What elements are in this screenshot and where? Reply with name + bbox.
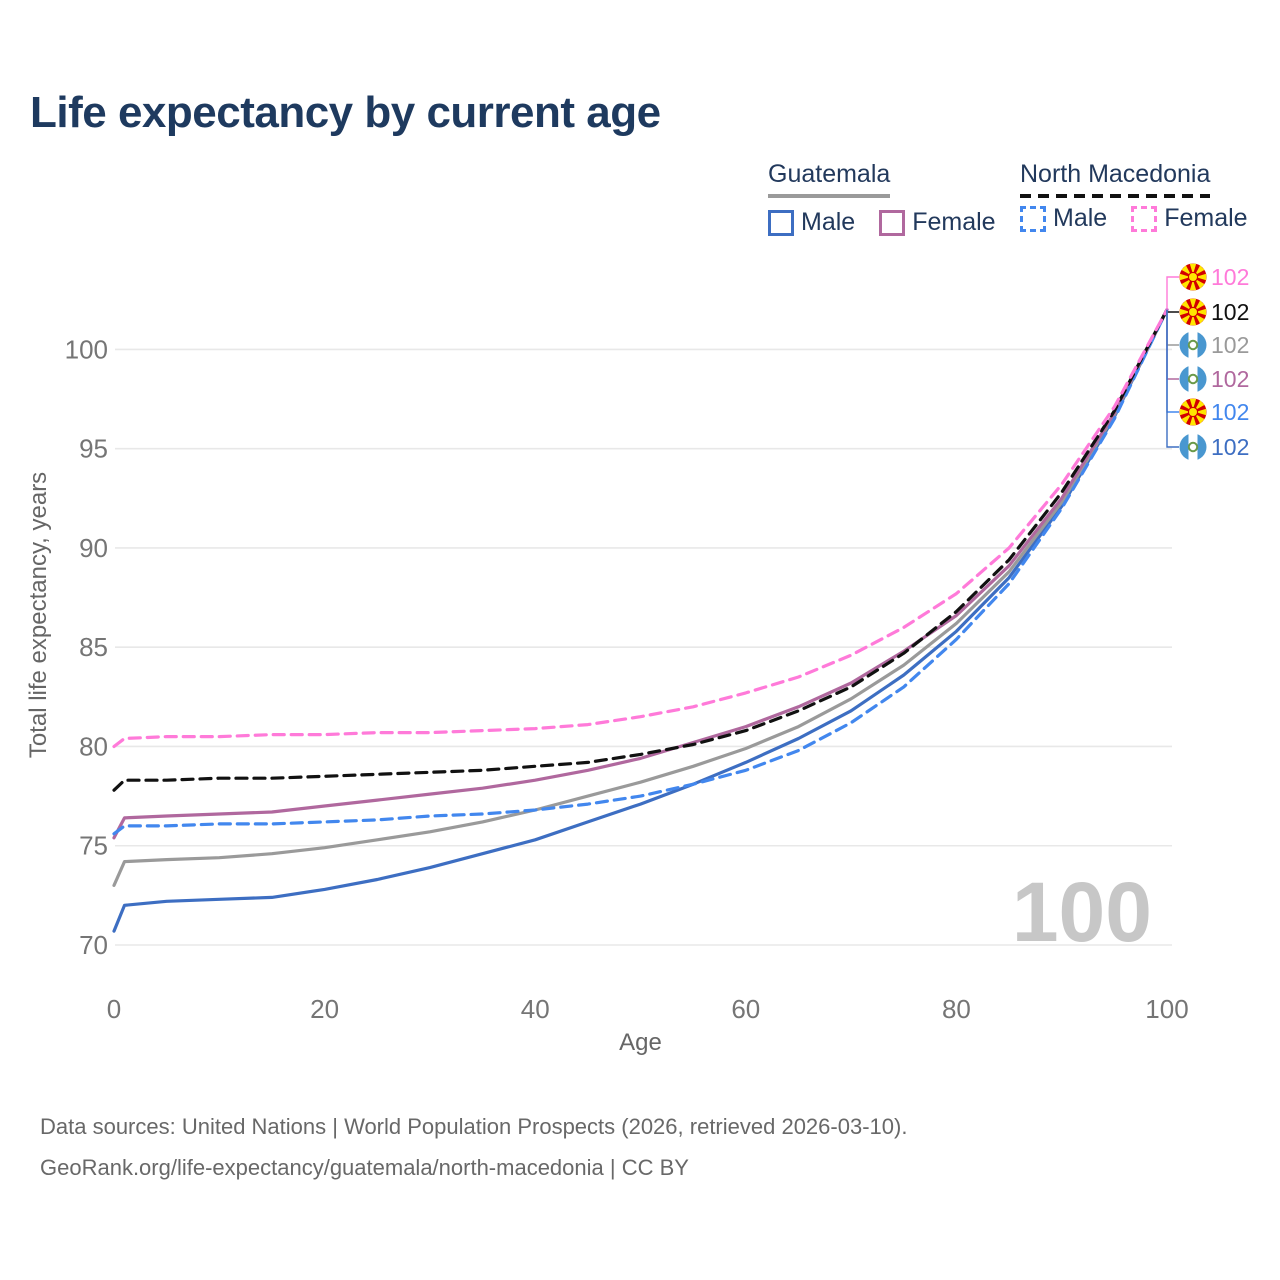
legend-country-label: Guatemala xyxy=(768,160,891,198)
y-tick-label: 70 xyxy=(79,930,108,960)
x-tick-label: 80 xyxy=(942,994,971,1024)
x-tick-label: 60 xyxy=(731,994,760,1024)
legend-swatch-male xyxy=(1020,205,1046,232)
legend-item-label: Female xyxy=(1164,204,1248,232)
end-label-leader-north-macedonia-female xyxy=(1166,276,1179,310)
y-axis-title: Total life expectancy, years xyxy=(25,472,52,758)
flag-icon-north-macedonia xyxy=(1179,263,1207,291)
end-label-value-north-macedonia: 102 xyxy=(1211,299,1249,325)
y-tick-label: 80 xyxy=(79,731,108,761)
end-label-value-guatemala: 102 xyxy=(1211,332,1249,358)
end-label-leader-guatemala-male xyxy=(1166,309,1179,448)
flag-icon-guatemala xyxy=(1179,365,1207,393)
series-line-north-macedonia-male xyxy=(112,308,1169,836)
y-tick-label: 85 xyxy=(79,632,108,662)
end-label-value-north-macedonia-male: 102 xyxy=(1211,399,1249,425)
legend-item-north-macedonia-male[interactable]: Male xyxy=(1020,204,1107,233)
x-tick-label: 40 xyxy=(521,994,550,1024)
legend-country-label: North Macedonia xyxy=(1020,160,1211,198)
end-label-leader-guatemala xyxy=(1166,309,1179,346)
x-axis-title: Age xyxy=(619,1029,662,1056)
series-line-guatemala-male xyxy=(112,308,1169,933)
end-label-leader-north-macedonia-male xyxy=(1166,309,1179,413)
legend-item-guatemala-male[interactable]: Male xyxy=(768,208,855,237)
end-label-value-guatemala-male: 102 xyxy=(1211,434,1249,460)
page-title: Life expectancy by current age xyxy=(30,88,661,137)
flag-icon-north-macedonia xyxy=(1179,298,1207,326)
legend-item-guatemala-female[interactable]: Female xyxy=(879,208,996,237)
x-tick-label: 100 xyxy=(1145,994,1188,1024)
legend-items-row: Male Female xyxy=(768,208,1020,237)
x-tick-label: 0 xyxy=(107,994,121,1024)
y-tick-label: 90 xyxy=(79,533,108,563)
end-label-leader-north-macedonia xyxy=(1166,309,1179,313)
legend-item-label: Female xyxy=(912,208,996,236)
series-line-guatemala xyxy=(112,308,1169,888)
legend-item-label: Male xyxy=(801,208,856,236)
footer: Data sources: United Nations | World Pop… xyxy=(40,1106,907,1188)
series-line-north-macedonia-female xyxy=(112,308,1169,749)
flag-icon-north-macedonia xyxy=(1179,398,1207,426)
legend-swatch-male xyxy=(768,209,794,236)
footer-attribution: GeoRank.org/life-expectancy/guatemala/no… xyxy=(40,1155,689,1180)
flag-icon-guatemala xyxy=(1179,433,1207,461)
legend-items-row: Male Female xyxy=(1020,204,1272,233)
x-tick-label: 20 xyxy=(310,994,339,1024)
y-tick-label: 100 xyxy=(65,334,108,364)
footer-data-sources: Data sources: United Nations | World Pop… xyxy=(40,1114,908,1139)
current-age-watermark: 100 xyxy=(1012,865,1152,959)
legend-group-north-macedonia: North Macedonia Male Female xyxy=(1020,160,1272,233)
legend-swatch-female xyxy=(879,209,906,236)
end-label-value-north-macedonia-female: 102 xyxy=(1211,264,1249,290)
series-line-guatemala-female xyxy=(112,308,1169,840)
series-line-north-macedonia xyxy=(112,308,1169,792)
y-tick-label: 95 xyxy=(79,434,108,464)
flag-icon-guatemala xyxy=(1179,331,1207,359)
legend-item-label: Male xyxy=(1053,204,1108,232)
legend-group-guatemala: Guatemala Male Female xyxy=(768,160,1020,237)
y-tick-label: 75 xyxy=(79,831,108,861)
legend-item-north-macedonia-female[interactable]: Female xyxy=(1131,204,1248,233)
legend-swatch-female xyxy=(1131,205,1158,232)
end-label-value-guatemala-female: 102 xyxy=(1211,366,1249,392)
